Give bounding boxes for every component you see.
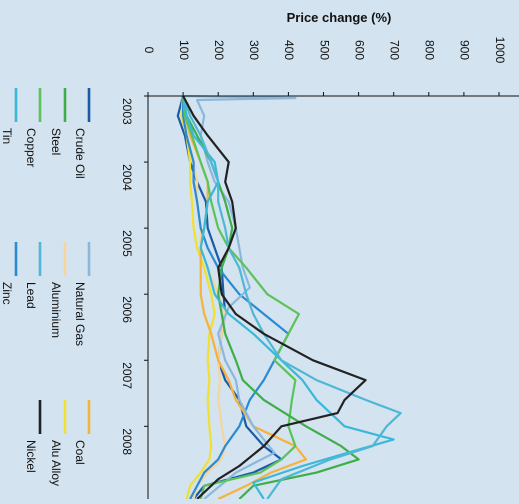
series-line-lead — [182, 95, 402, 500]
value-tick-label: 500 — [317, 40, 331, 60]
value-tick-label: 400 — [282, 40, 296, 60]
year-tick-label: 2006 — [120, 296, 134, 323]
value-tick-label: 600 — [352, 40, 366, 60]
series-line-nickel — [182, 95, 367, 500]
legend-label-lead: Lead — [24, 282, 38, 309]
value-tick-label: 200 — [212, 40, 226, 60]
legend-label-coal: Coal — [73, 440, 87, 465]
year-tick-label: 2005 — [120, 230, 134, 257]
legend-label-nickel: Nickel — [24, 440, 38, 473]
axes: Price change (%) 0 100 200 300 400 500 600 700 8… — [120, 10, 519, 499]
series-line-copper — [182, 95, 300, 500]
series-line-zinc — [182, 96, 290, 500]
value-tick-label: 900 — [458, 40, 472, 60]
value-tick-label: 300 — [247, 40, 261, 60]
legend-label-tin: Tin — [0, 128, 14, 144]
year-tick-label: 2003 — [120, 98, 134, 125]
year-tick-label: 2004 — [120, 164, 134, 191]
year-tick-label: 2008 — [120, 428, 134, 455]
series-line-alu-alloy — [180, 95, 216, 500]
series-line-tin — [182, 95, 395, 500]
value-tick-label: 800 — [423, 40, 437, 60]
value-tick-label: 700 — [388, 40, 402, 60]
plot-area — [176, 94, 402, 500]
legend-label-alu-alloy: Alu Alloy — [49, 440, 63, 486]
value-tick-label: 1000 — [493, 37, 507, 64]
year-tick-label: 2007 — [120, 362, 134, 389]
value-tick-label: 100 — [177, 40, 191, 60]
legend-label-aluminium: Aluminium — [49, 282, 63, 338]
value-tick-label: 0 — [142, 47, 156, 54]
legend-label-crude-oil: Crude Oil — [73, 128, 87, 179]
legend: Crude Oil Steel Copper Tin Natural Gas Alumin… — [0, 88, 91, 486]
legend-label-zinc: Zinc — [0, 282, 14, 305]
legend-label-natural-gas: Natural Gas — [73, 282, 87, 346]
series-line-natural-gas — [183, 94, 297, 500]
legend-label-copper: Copper — [24, 128, 38, 167]
legend-label-steel: Steel — [49, 128, 63, 155]
chart-title: Price change (%) — [287, 10, 392, 25]
